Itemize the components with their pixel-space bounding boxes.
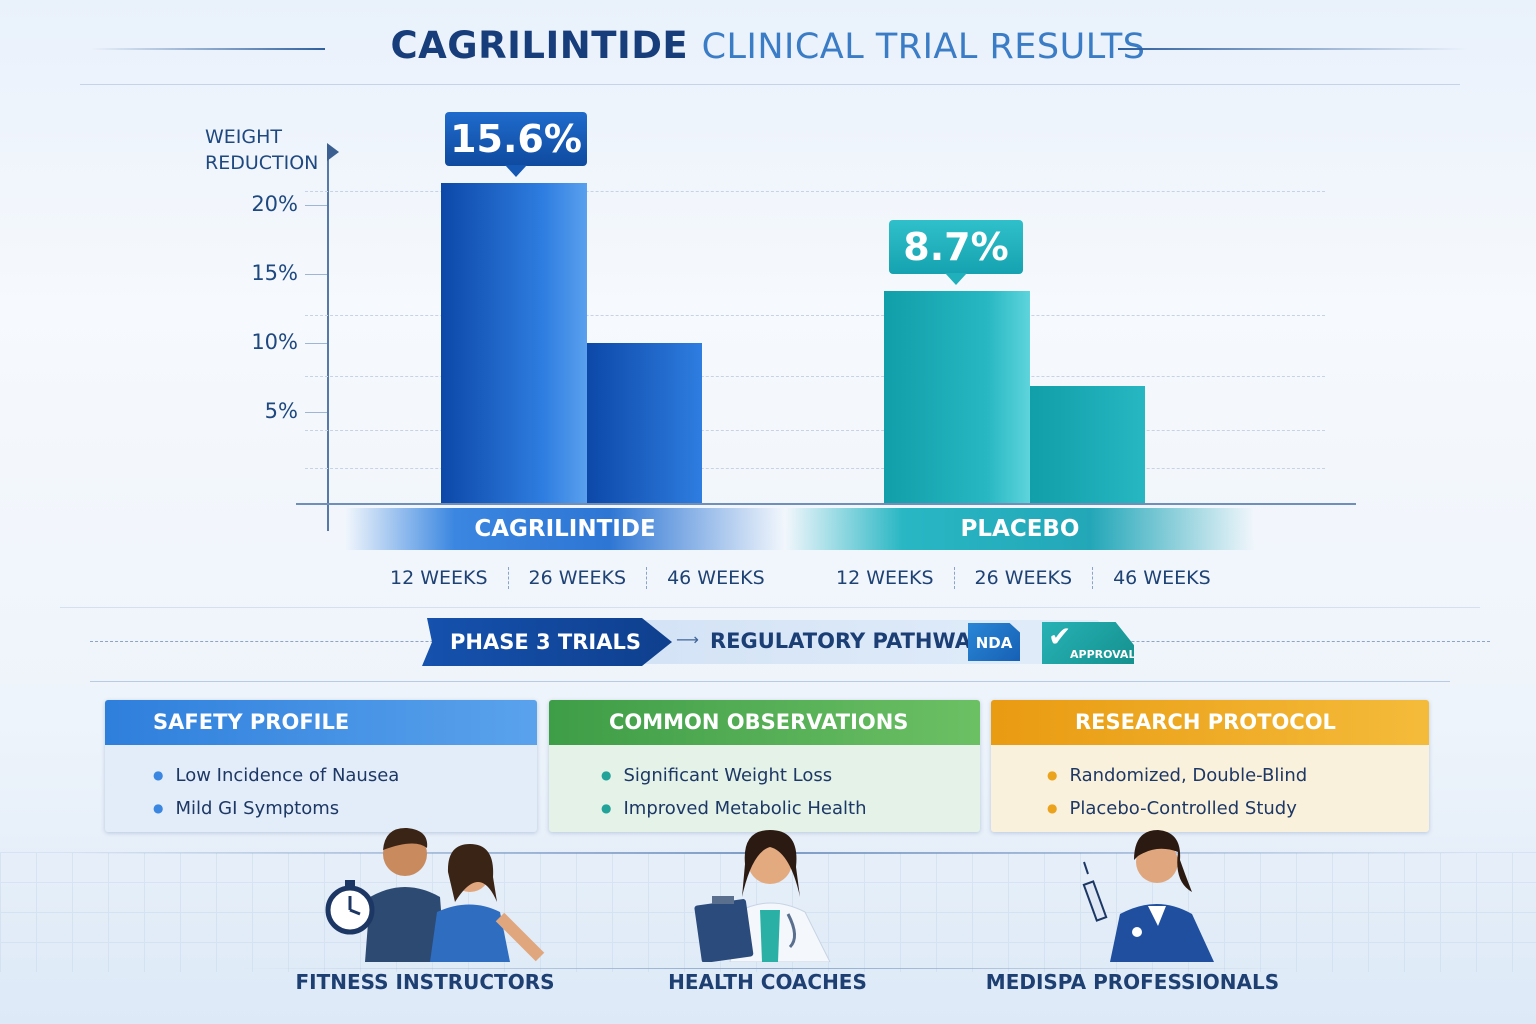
week-label: 26 WEEKS [509,567,648,589]
week-label: 46 WEEKS [667,567,765,589]
y-tick-mark [305,343,327,344]
value-callout-placebo: 8.7% [889,219,1023,285]
gridline [305,315,1325,316]
gridline [305,191,1325,192]
y-tick-label: 10% [251,330,298,354]
nda-document-icon: NDA [968,623,1020,661]
list-item: Improved Metabolic Health [601,792,980,825]
audience-medispa-professionals: MEDISPA PROFESSIONALS [985,970,1280,994]
gridline [305,430,1325,431]
regulatory-pathway-label: REGULATORY PATHWAY [710,629,985,653]
card-research-protocol: RESEARCH PROTOCOL Randomized, Double-Bli… [991,700,1429,832]
bar-placebo-2 [1030,385,1145,503]
card-safety-profile: SAFETY PROFILE Low Incidence of NauseaMi… [105,700,537,832]
card-common-observations: COMMON OBSERVATIONS Significant Weight L… [549,700,980,832]
title-divider-left [90,48,325,50]
stethoscope-icon [786,913,796,949]
approval-badge: ✔ APPROVAL [1042,622,1134,664]
health-coach-illustration [694,830,831,962]
value-callout-cagrilintide: 15.6% [445,111,587,177]
week-label: 46 WEEKS [1113,567,1211,589]
week-labels-placebo: 12 WEEKS 26 WEEKS 46 WEEKS [816,567,1231,589]
week-label: 12 WEEKS [816,567,955,589]
list-item: Significant Weight Loss [601,759,980,792]
week-labels-cagrilintide: 12 WEEKS 26 WEEKS 46 WEEKS [370,567,785,589]
title-divider-right [1118,48,1468,50]
regulatory-pathway: PHASE 3 TRIALS ⟶ REGULATORY PATHWAY NDA … [0,618,1536,666]
y-tick-label: 5% [264,399,298,423]
y-axis-label: WEIGHT REDUCTION [205,126,319,174]
bar-cagrilintide-2 [587,343,702,503]
y-axis [327,145,329,531]
week-label: 12 WEEKS [370,567,509,589]
group-label-placebo: PLACEBO [785,508,1255,550]
list-item: Mild GI Symptoms [153,792,537,825]
male-instructor-icon [365,827,445,962]
divider [60,607,1480,608]
syringe-icon [1082,861,1108,922]
arrow-right-icon: ⟶ [676,630,699,649]
y-tick-label: 20% [251,192,298,216]
approval-label: APPROVAL [1070,648,1136,661]
list-item: Placebo-Controlled Study [1047,792,1429,825]
y-tick-mark [305,412,327,413]
list-item: Randomized, Double-Blind [1047,759,1429,792]
fitness-instructors-illustration [325,827,545,962]
female-instructor-icon [430,844,545,962]
bar-cagrilintide-1 [441,182,587,503]
clipboard-icon [694,896,754,962]
y-tick-mark [305,205,327,206]
stopwatch-icon [325,880,375,935]
card-title: SAFETY PROFILE [105,700,537,745]
y-tick-mark [305,274,327,275]
header-rule [80,84,1460,85]
gridline [305,468,1325,469]
title-sub: CLINICAL TRIAL RESULTS [701,27,1146,67]
audience-fitness-instructors: FITNESS INSTRUCTORS [295,970,555,994]
stethoscope-icon [1132,927,1142,937]
y-tick-label: 15% [251,261,298,285]
page-title: CAGRILINTIDE CLINICAL TRIAL RESULTS [0,24,1536,67]
x-axis-baseline [296,503,1356,505]
audience-health-coaches: HEALTH COACHES [668,970,867,994]
group-label-cagrilintide: CAGRILINTIDE [345,508,785,550]
y-axis-arrow-icon [327,143,339,161]
title-main: CAGRILINTIDE [390,24,689,67]
gridline [305,376,1325,377]
card-title: RESEARCH PROTOCOL [991,700,1429,745]
checkmark-icon: ✔ [1048,620,1072,653]
medispa-professional-illustration [1082,830,1214,962]
card-title: COMMON OBSERVATIONS [549,700,980,745]
divider [90,681,1450,682]
list-item: Low Incidence of Nausea [153,759,537,792]
week-label: 26 WEEKS [955,567,1094,589]
phase-3-trials-step: PHASE 3 TRIALS [422,618,672,666]
divider [240,968,1300,969]
bar-placebo-1 [884,290,1030,503]
